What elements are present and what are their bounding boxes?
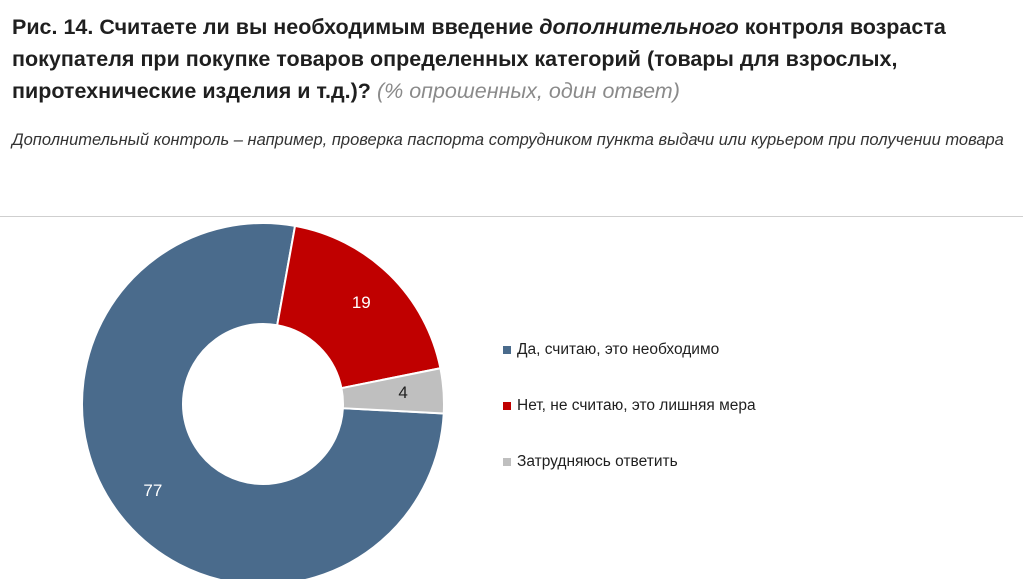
legend: Да, считаю, это необходимо Нет, не счита… [503, 336, 923, 504]
data-label-yes: 77 [143, 481, 162, 500]
donut-slice-unsure [340, 367, 445, 415]
title-emphasis: дополнительного [539, 15, 739, 39]
donut-slice-no [276, 224, 442, 390]
chart-subtitle: Дополнительный контроль – например, пров… [12, 131, 1004, 149]
divider [0, 216, 1023, 217]
data-label-no: 19 [352, 293, 371, 312]
legend-item-yes: Да, считаю, это необходимо [503, 336, 923, 364]
title-main-end: контроля возраста покупателя при покупке… [12, 15, 946, 103]
data-label-unsure: 4 [398, 383, 407, 402]
legend-item-unsure: Затрудняюсь ответить [503, 448, 923, 476]
legend-label-yes: Да, считаю, это необходимо [517, 341, 720, 358]
legend-item-no: Нет, не считаю, это лишняя мера [503, 392, 923, 420]
title-note: (% опрошенных, один ответ) [376, 79, 680, 103]
legend-label-no: Нет, не считаю, это лишняя мера [517, 397, 756, 414]
legend-swatch-no [503, 402, 511, 410]
legend-swatch-yes [503, 346, 511, 354]
title-main: Рис. 14. Считаете ли вы необходимым введ… [12, 15, 540, 39]
legend-swatch-unsure [503, 458, 511, 466]
legend-label-unsure: Затрудняюсь ответить [517, 453, 678, 470]
chart-title: Рис. 14. Считаете ли вы необходимым введ… [12, 11, 1012, 107]
donut-slice-yes [81, 222, 445, 579]
